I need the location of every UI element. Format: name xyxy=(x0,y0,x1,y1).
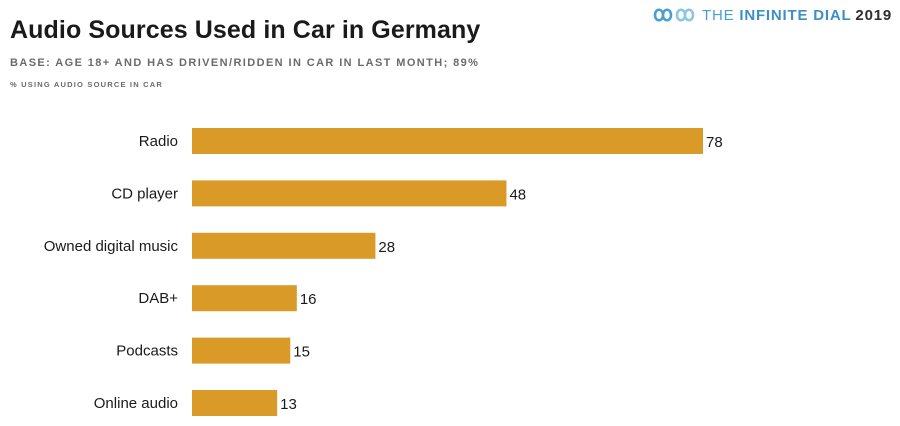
bar-cd-player xyxy=(192,180,507,207)
brand-text-name: INFINITE DIAL xyxy=(739,6,852,24)
bar-podcasts xyxy=(192,337,291,364)
category-label: Online audio xyxy=(94,395,178,412)
value-label: 15 xyxy=(293,344,310,361)
value-label: 16 xyxy=(300,291,317,308)
infinity-logo-icon xyxy=(653,8,695,22)
value-label: 13 xyxy=(280,396,297,413)
bar-dab xyxy=(192,285,297,312)
category-label: Podcasts xyxy=(116,343,178,360)
bar-radio xyxy=(192,128,703,154)
chart-note: % USING AUDIO SOURCE IN CAR xyxy=(10,80,163,89)
brand-text-prefix: THE xyxy=(701,6,740,24)
value-label: 48 xyxy=(509,186,526,203)
brand-logo: THE INFINITE DIAL 2019 xyxy=(652,4,892,26)
bar-owned-digital-music xyxy=(192,232,376,259)
category-label: Owned digital music xyxy=(44,238,179,255)
brand-text-year: 2019 xyxy=(855,6,892,24)
chart-subtitle: BASE: AGE 18+ AND HAS DRIVEN/RIDDEN IN C… xyxy=(10,57,480,69)
category-label: CD player xyxy=(111,185,178,202)
chart-title: Audio Sources Used in Car in Germany xyxy=(10,16,481,44)
value-label: 28 xyxy=(378,239,395,256)
category-label: Radio xyxy=(139,133,178,150)
brand-text: THE INFINITE DIAL 2019 xyxy=(702,7,892,24)
bar-online-audio xyxy=(192,390,278,416)
value-label: 78 xyxy=(706,134,723,151)
category-label: DAB+ xyxy=(138,290,178,307)
